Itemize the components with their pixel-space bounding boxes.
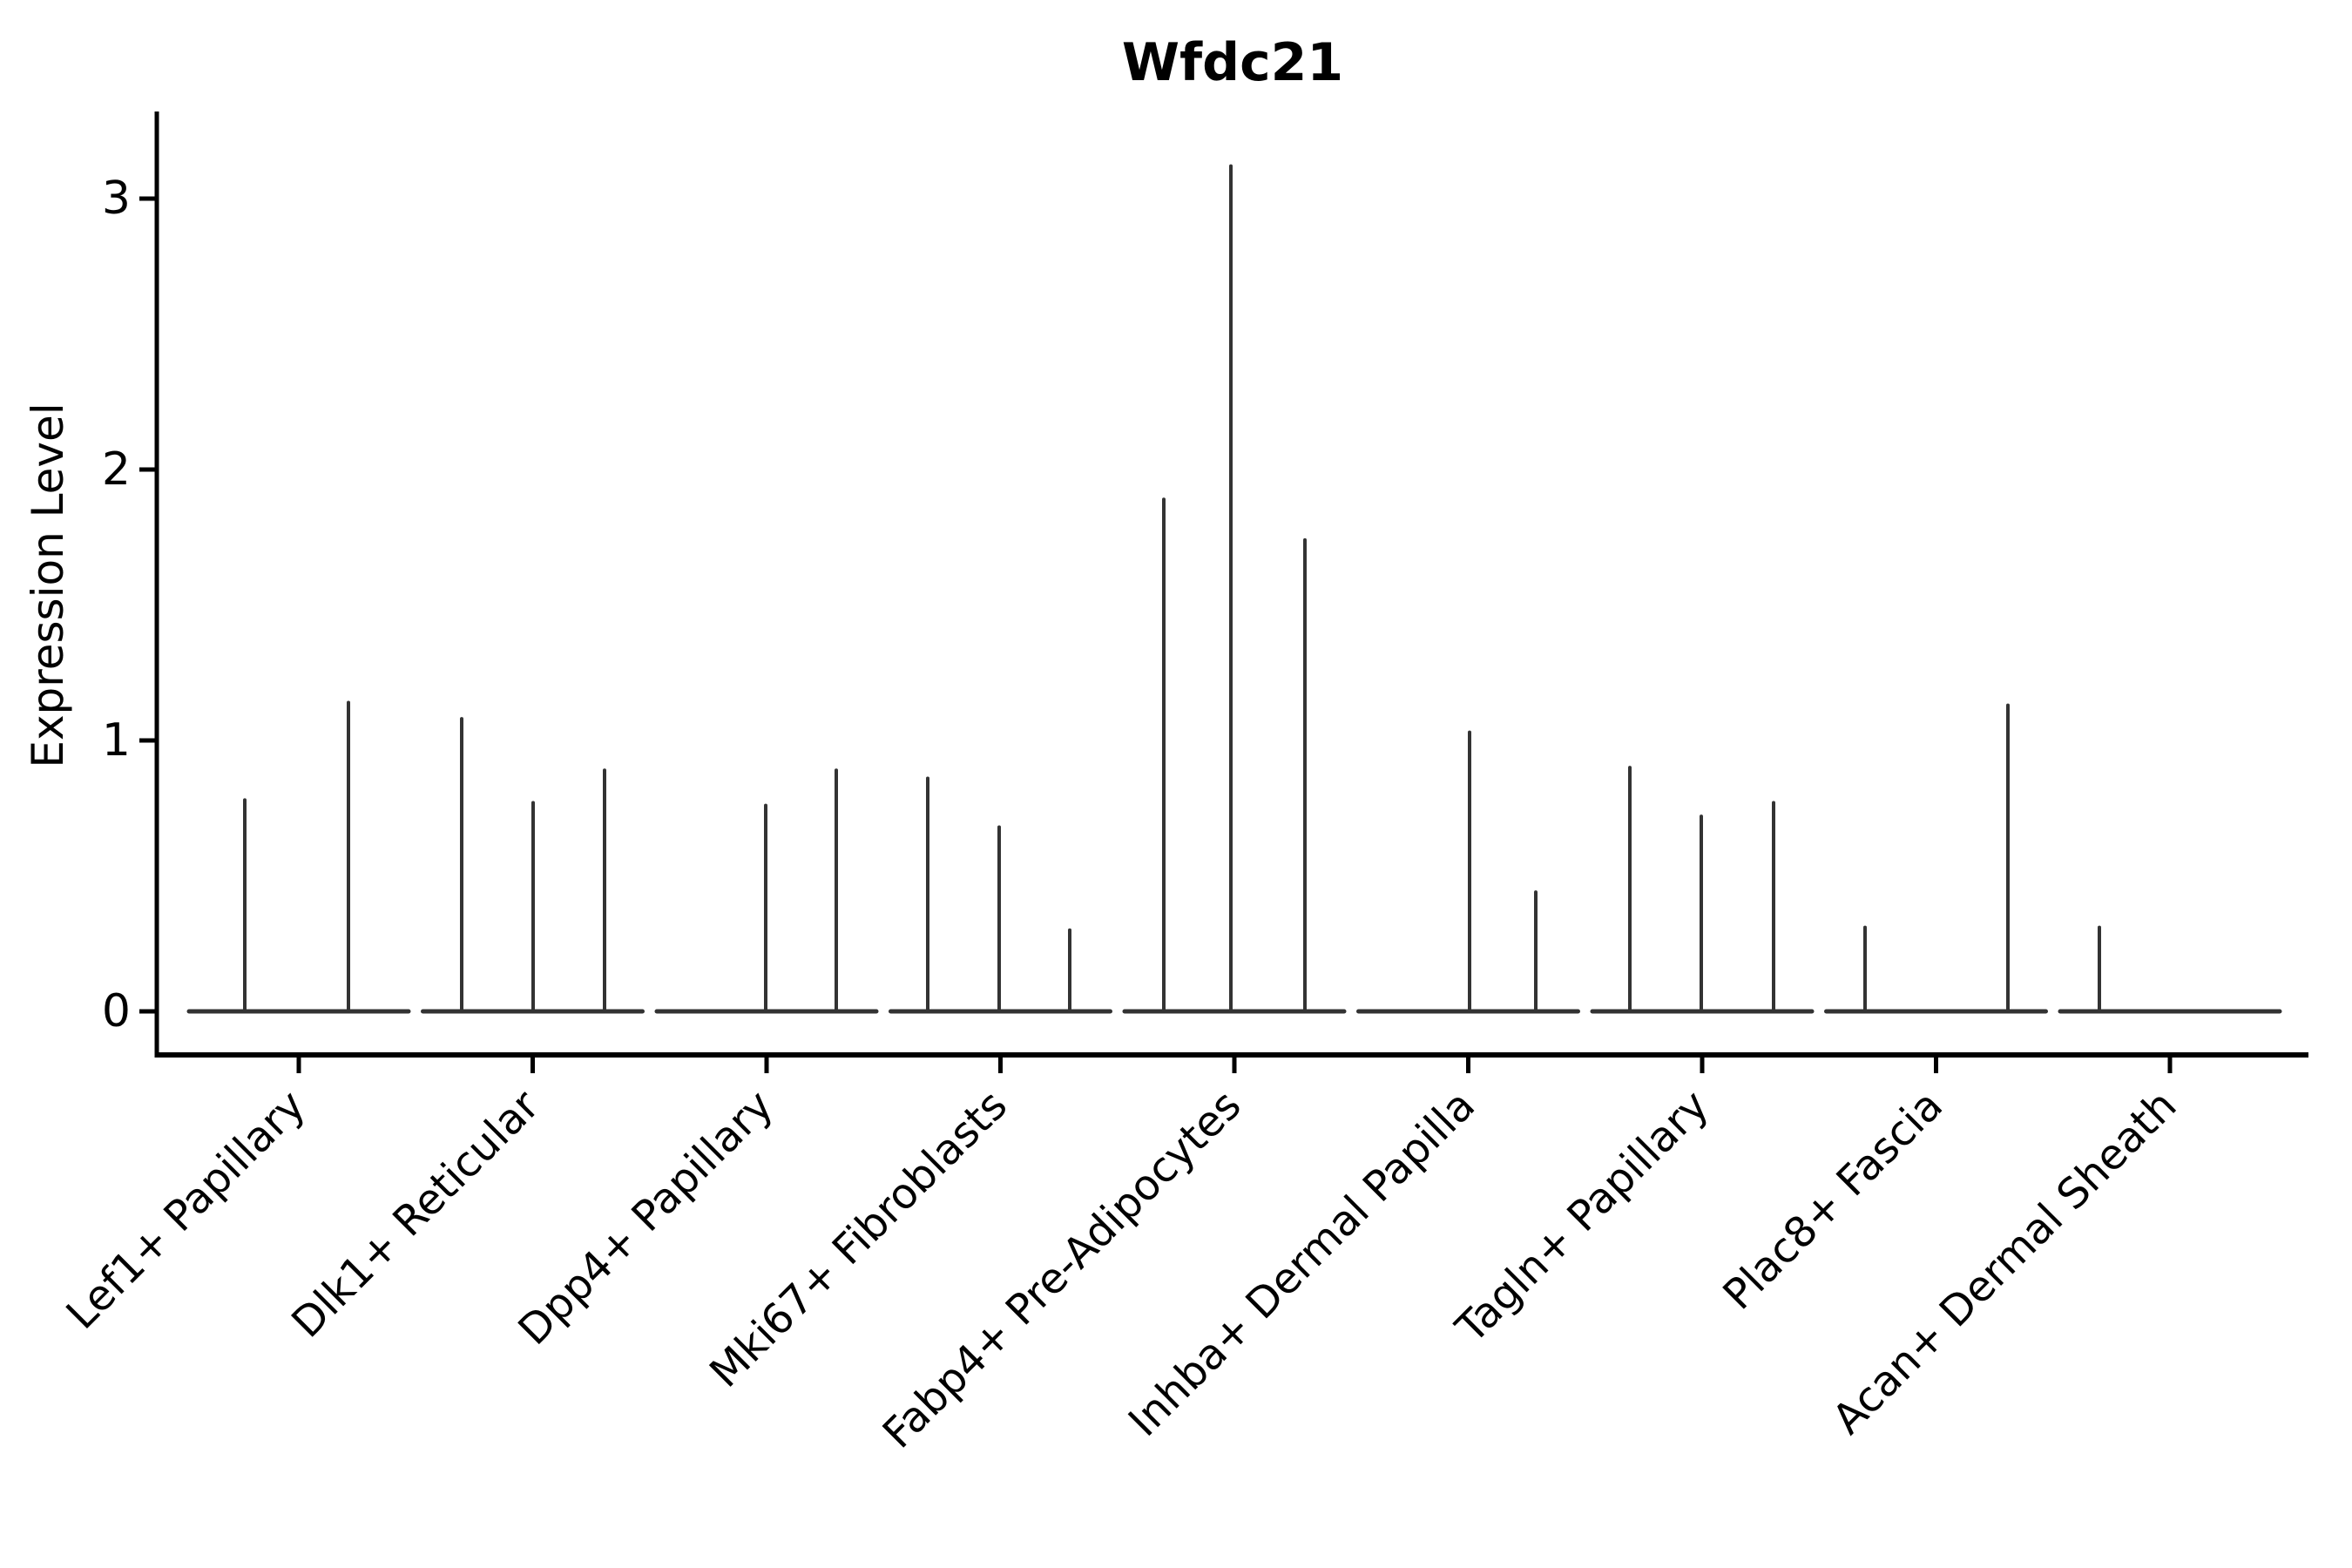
axes-layer — [139, 112, 2308, 1073]
chart-title: Wfdc21 — [1122, 32, 1343, 93]
x-tick-label: Dlk1+ Reticular — [282, 1081, 549, 1348]
x-tick-label: Lef1+ Papillary — [57, 1081, 315, 1339]
x-tick-label: Plac8+ Fascia — [1713, 1081, 1952, 1320]
y-tick-label: 0 — [102, 985, 131, 1037]
x-tick-label: Dpp4+ Papillary — [509, 1081, 782, 1355]
violin-layer — [186, 164, 2282, 1014]
y-tick-label: 3 — [102, 172, 131, 225]
x-tick-label: Tagln+ Papillary — [1446, 1081, 1718, 1353]
y-tick-label: 1 — [102, 714, 131, 767]
y-axis-label: Expression Level — [23, 402, 73, 767]
y-tick-label: 2 — [102, 443, 131, 496]
